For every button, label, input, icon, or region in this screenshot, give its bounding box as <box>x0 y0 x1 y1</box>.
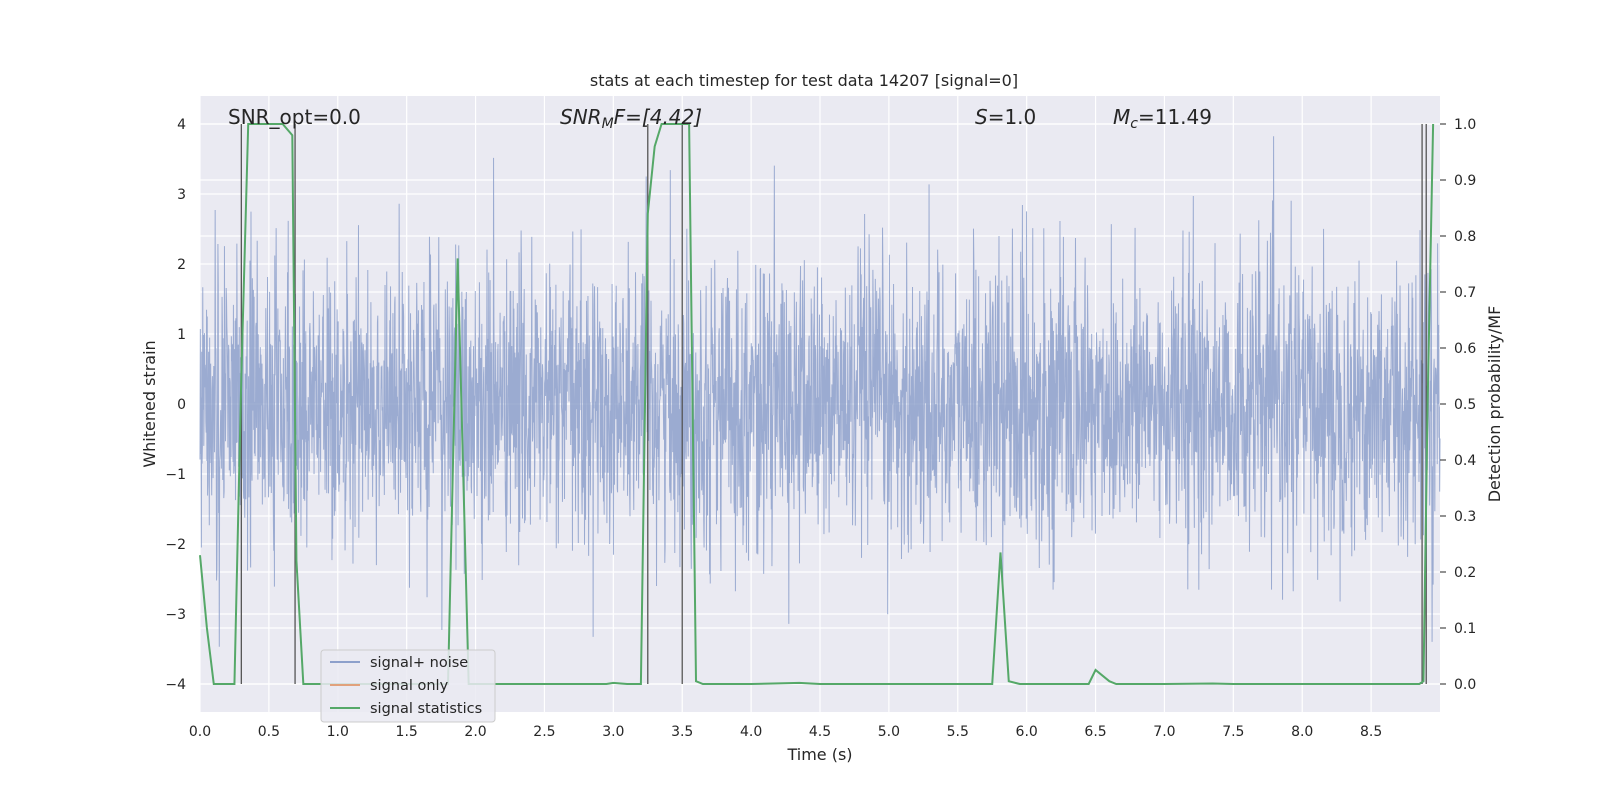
x-tick-label: 6.0 <box>1016 724 1038 740</box>
y-left-tick-label: 1 <box>177 327 186 343</box>
y-right-tick-label: 0.2 <box>1454 565 1476 581</box>
series-signal-statistics <box>199 123 1435 685</box>
x-tick-label: 7.0 <box>1153 724 1175 740</box>
legend: signal+ noise signal only signal statist… <box>320 649 496 723</box>
y-right-tick-label: 0.7 <box>1454 285 1476 301</box>
y-left-tick-label: −4 <box>165 677 186 693</box>
x-tick-label: 0.5 <box>258 724 280 740</box>
x-tick-label: 0.0 <box>189 724 211 740</box>
x-tick-label: 1.5 <box>396 724 418 740</box>
annotation-mc: Mc=11.49 <box>1113 105 1212 132</box>
x-tick-label: 1.0 <box>327 724 349 740</box>
vertical-markers <box>240 124 1427 684</box>
y-axis-right-ticks: 0.0 0.1 0.2 0.3 0.4 0.5 0.6 0.7 0.8 0.9 1.0 <box>1440 117 1476 693</box>
y-left-tick-label: 4 <box>177 117 186 133</box>
y-right-tick-label: 0.5 <box>1454 397 1476 413</box>
x-axis-ticks: 0.0 0.5 1.0 1.5 2.0 2.5 3.0 3.5 4.0 4.5 5.0 5.5 6.0 6… <box>189 724 1382 740</box>
x-tick-label: 8.0 <box>1291 724 1313 740</box>
y-axis-left-ticks: −4 −3 −2 −1 0 1 2 3 4 <box>165 117 186 693</box>
y-left-tick-label: 3 <box>177 187 186 203</box>
y-right-tick-label: 0.4 <box>1454 453 1476 469</box>
x-axis-label: Time (s) <box>786 745 852 764</box>
y-axis-left-label: Whitened strain <box>140 340 159 467</box>
signal-noise-line <box>199 136 1441 647</box>
y-axis-right-label: Detection probability/MF <box>1485 306 1504 503</box>
annotation-snr-opt: SNR_opt=0.0 <box>228 105 361 129</box>
y-right-tick-label: 0.8 <box>1454 229 1476 245</box>
series-signal-noise <box>199 136 1441 647</box>
chart-title: stats at each timestep for test data 142… <box>590 71 1018 90</box>
y-left-tick-label: −1 <box>165 467 186 483</box>
x-tick-label: 6.5 <box>1084 724 1106 740</box>
x-tick-label: 8.5 <box>1360 724 1382 740</box>
x-tick-label: 3.0 <box>602 724 624 740</box>
legend-entry-signal-noise: signal+ noise <box>370 655 468 671</box>
annotation-s: S=1.0 <box>975 105 1036 129</box>
legend-entry-signal-only: signal only <box>370 678 449 694</box>
x-tick-label: 2.5 <box>533 724 555 740</box>
x-tick-label: 7.5 <box>1222 724 1244 740</box>
x-tick-label: 5.5 <box>947 724 969 740</box>
y-right-tick-label: 0.6 <box>1454 341 1476 357</box>
x-tick-label: 3.5 <box>671 724 693 740</box>
y-right-tick-label: 0.0 <box>1454 677 1476 693</box>
signal-statistics-line <box>199 123 1435 685</box>
y-right-tick-label: 1.0 <box>1454 117 1476 133</box>
x-tick-label: 5.0 <box>878 724 900 740</box>
annotation-snr-mf: SNRMF=[4.42] <box>560 105 702 132</box>
y-left-tick-label: 2 <box>177 257 186 273</box>
y-left-tick-label: −2 <box>165 537 186 553</box>
legend-entry-signal-statistics: signal statistics <box>370 701 482 717</box>
y-right-tick-label: 0.1 <box>1454 621 1476 637</box>
x-tick-label: 4.0 <box>740 724 762 740</box>
x-tick-label: 4.5 <box>809 724 831 740</box>
y-left-tick-label: 0 <box>177 397 186 413</box>
y-right-tick-label: 0.3 <box>1454 509 1476 525</box>
y-right-tick-label: 0.9 <box>1454 173 1476 189</box>
x-tick-label: 2.0 <box>464 724 486 740</box>
y-left-tick-label: −3 <box>165 607 186 623</box>
